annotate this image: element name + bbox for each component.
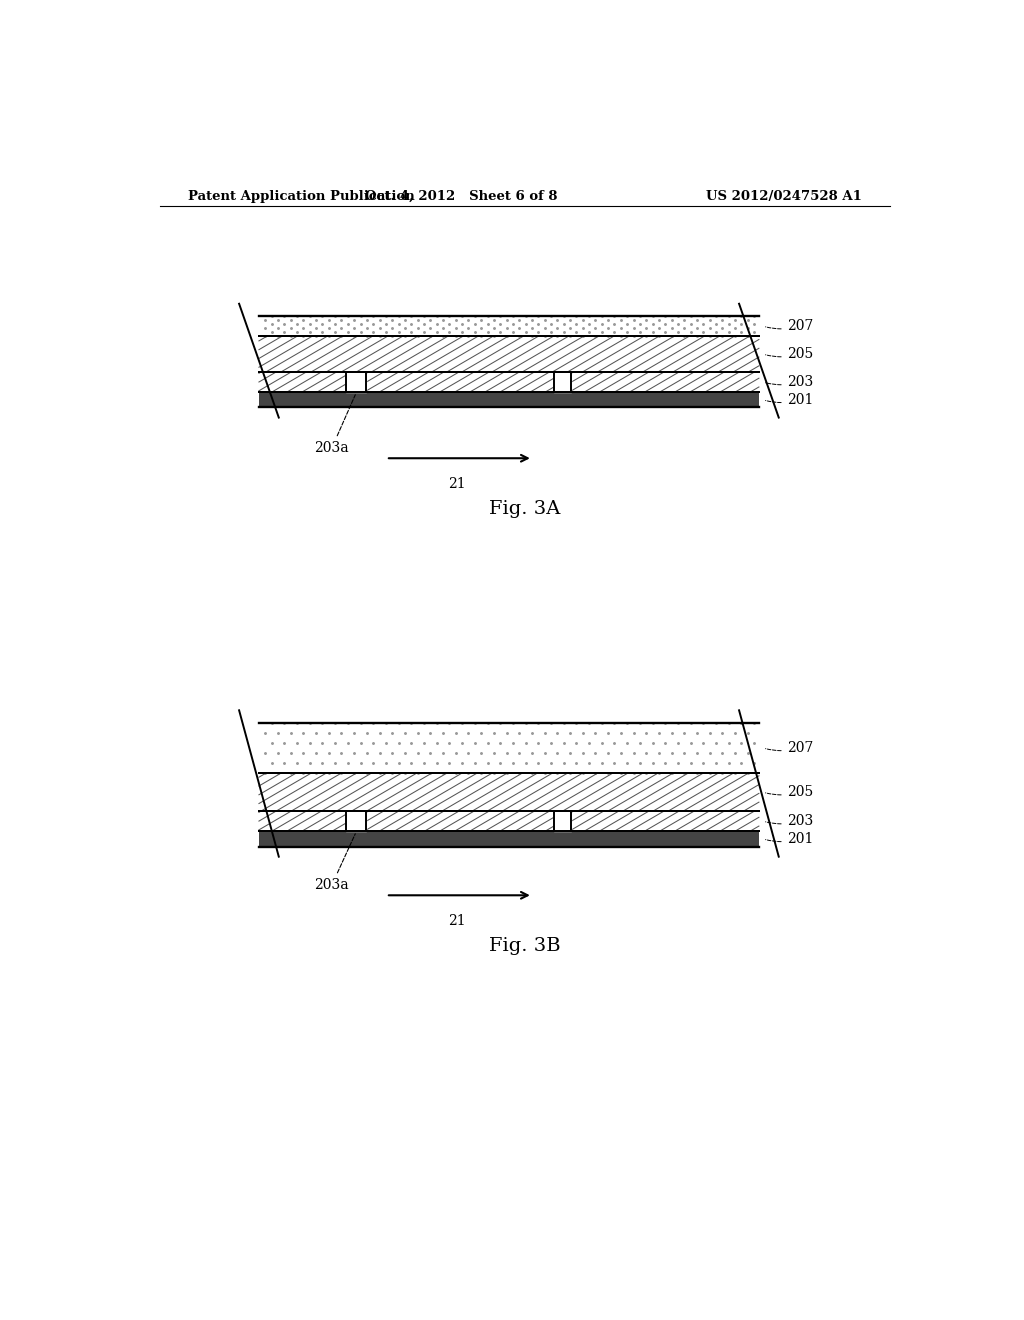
Text: 203: 203: [766, 375, 813, 389]
Text: Fig. 3B: Fig. 3B: [489, 937, 560, 956]
Bar: [367, 372, 554, 392]
Bar: [259, 722, 759, 774]
Bar: [571, 810, 759, 832]
Text: 207: 207: [766, 741, 813, 755]
Text: 201: 201: [766, 393, 813, 407]
Bar: [571, 372, 759, 392]
Text: Oct. 4, 2012   Sheet 6 of 8: Oct. 4, 2012 Sheet 6 of 8: [366, 190, 557, 202]
Text: 203: 203: [766, 814, 813, 828]
Bar: [259, 372, 346, 392]
Bar: [367, 810, 554, 832]
Bar: [259, 337, 759, 372]
Bar: [259, 315, 759, 337]
Text: 205: 205: [766, 785, 813, 799]
Text: 207: 207: [766, 319, 813, 333]
Text: 21: 21: [449, 913, 466, 928]
Text: US 2012/0247528 A1: US 2012/0247528 A1: [707, 190, 862, 202]
Text: 205: 205: [766, 347, 813, 362]
Text: 203a: 203a: [314, 395, 355, 455]
Bar: [259, 810, 346, 832]
Text: Patent Application Publication: Patent Application Publication: [187, 190, 415, 202]
Text: 201: 201: [766, 832, 813, 846]
Bar: [259, 832, 759, 846]
Text: Fig. 3A: Fig. 3A: [489, 500, 560, 517]
Bar: [259, 392, 759, 408]
Text: 21: 21: [449, 477, 466, 491]
Bar: [259, 774, 759, 810]
Text: 203a: 203a: [314, 834, 355, 892]
